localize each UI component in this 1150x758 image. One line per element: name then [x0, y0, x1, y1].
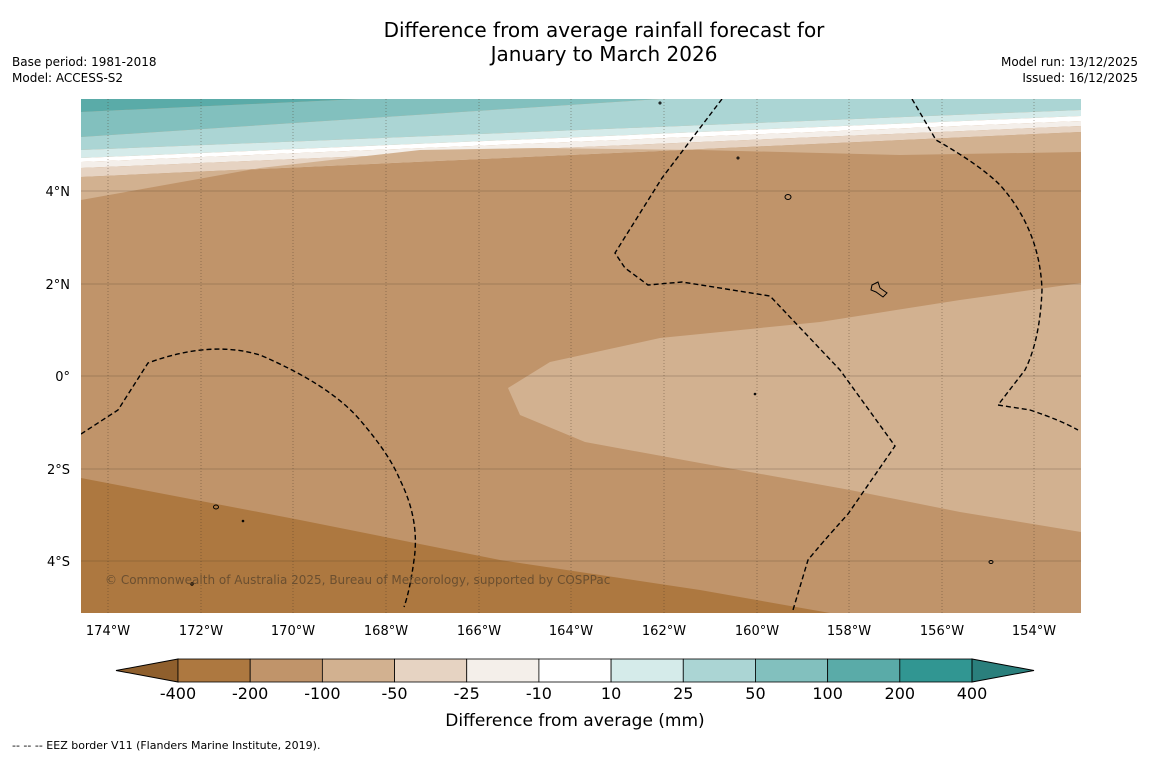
eez-footnote: -- -- -- EEZ border V11 (Flanders Marine…	[12, 739, 321, 752]
island-marker	[736, 156, 740, 160]
model-name: Model: ACCESS-S2	[12, 71, 124, 85]
title-line-1: Difference from average rainfall forecas…	[383, 18, 825, 42]
lat-labels: 4°N 2°N 0° 2°S 4°S	[46, 185, 71, 570]
eez-border-west	[81, 348, 417, 608]
title-line-2: January to March 2026	[490, 42, 718, 66]
field-band-10-25	[81, 110, 1081, 158]
colorbar-tick-label: 400	[957, 684, 988, 703]
colorbar-cell	[394, 658, 468, 683]
colorbar-tick-label: -200	[232, 684, 268, 703]
field-band-minus10-10	[81, 116, 1081, 162]
colorbar-tick-label: 100	[812, 684, 843, 703]
colorbar-cell	[755, 658, 829, 683]
island-marker	[870, 281, 888, 298]
colorbar-extend-high	[971, 658, 1035, 683]
lat-label: 4°N	[46, 185, 71, 200]
colorbar-title: Difference from average (mm)	[445, 711, 704, 731]
colorbar-tick-label: 200	[885, 684, 916, 703]
parallel-lines	[81, 190, 1081, 562]
issued-date: Issued: 16/12/2025	[1022, 71, 1138, 85]
lon-label: 156°W	[920, 624, 964, 639]
map-title: Difference from average rainfall forecas…	[0, 18, 1150, 66]
field-band-minus25-minus10	[81, 121, 1081, 168]
island-marker	[658, 101, 662, 105]
lat-label: 2°N	[46, 278, 71, 293]
island-marker	[988, 560, 994, 564]
colorbar-cell	[466, 658, 540, 683]
lon-label: 154°W	[1012, 624, 1056, 639]
colorbar-tick-label: -400	[160, 684, 196, 703]
eez-borders	[81, 99, 1079, 611]
lon-label: 166°W	[457, 624, 501, 639]
lat-label: 4°S	[47, 555, 70, 570]
colorbar-tick-label: -25	[454, 684, 480, 703]
island-marker	[213, 504, 219, 510]
colorbar-tick-label: -100	[304, 684, 340, 703]
islands	[190, 101, 994, 586]
lon-label: 174°W	[86, 624, 130, 639]
colorbar-cell	[899, 658, 973, 683]
colorbar-cell	[177, 658, 251, 683]
field-band-minus400-minus200	[81, 478, 830, 613]
colorbar-tick-label: 50	[745, 684, 765, 703]
colorbar-tick-label: -10	[526, 684, 552, 703]
colorbar-extend-low	[115, 658, 179, 683]
island-marker	[241, 519, 245, 523]
field-band-25-50	[81, 99, 1081, 150]
lon-label: 172°W	[179, 624, 223, 639]
colorbar-tick-label: 25	[673, 684, 693, 703]
colorbar-tick-label: 10	[601, 684, 621, 703]
map-panel: © Commonwealth of Australia 2025, Bureau…	[81, 99, 1081, 613]
lat-label: 0°	[55, 370, 70, 385]
lon-label: 168°W	[364, 624, 408, 639]
lon-label: 164°W	[549, 624, 593, 639]
lon-label: 158°W	[827, 624, 871, 639]
island-marker	[784, 194, 792, 200]
colorbar-cell	[610, 658, 684, 683]
meta-left: Base period: 1981-2018 Model: ACCESS-S2	[12, 54, 157, 86]
lon-label: 160°W	[735, 624, 779, 639]
island-marker	[753, 392, 757, 396]
lon-label: 162°W	[642, 624, 686, 639]
lon-label: 170°W	[271, 624, 315, 639]
island-marker	[190, 582, 194, 586]
field-band-minus100-minus50-tongue	[508, 283, 1081, 532]
eez-border-central	[614, 99, 896, 611]
lon-labels: 174°W 172°W 170°W 168°W 166°W 164°W 162°…	[86, 624, 1056, 639]
colorbar-cell	[827, 658, 901, 683]
colorbar-cell	[249, 658, 323, 683]
copyright-notice: © Commonwealth of Australia 2025, Bureau…	[105, 573, 610, 587]
base-period: Base period: 1981-2018	[12, 55, 157, 69]
eez-border-east	[911, 99, 1079, 431]
colorbar-cell	[538, 658, 612, 683]
meta-right: Model run: 13/12/2025 Issued: 16/12/2025	[1001, 54, 1138, 86]
colorbar-cell	[321, 658, 395, 683]
model-run: Model run: 13/12/2025	[1000, 55, 1138, 69]
lat-label: 2°S	[47, 463, 70, 478]
field-band-minus100-minus50-north	[81, 132, 1081, 200]
colorbar-cell	[682, 658, 756, 683]
colorbar: -400 -200 -100 -50 -25 -10 10 25 50 100 200 400	[115, 658, 1035, 703]
colorbar-tick-label: -50	[381, 684, 407, 703]
